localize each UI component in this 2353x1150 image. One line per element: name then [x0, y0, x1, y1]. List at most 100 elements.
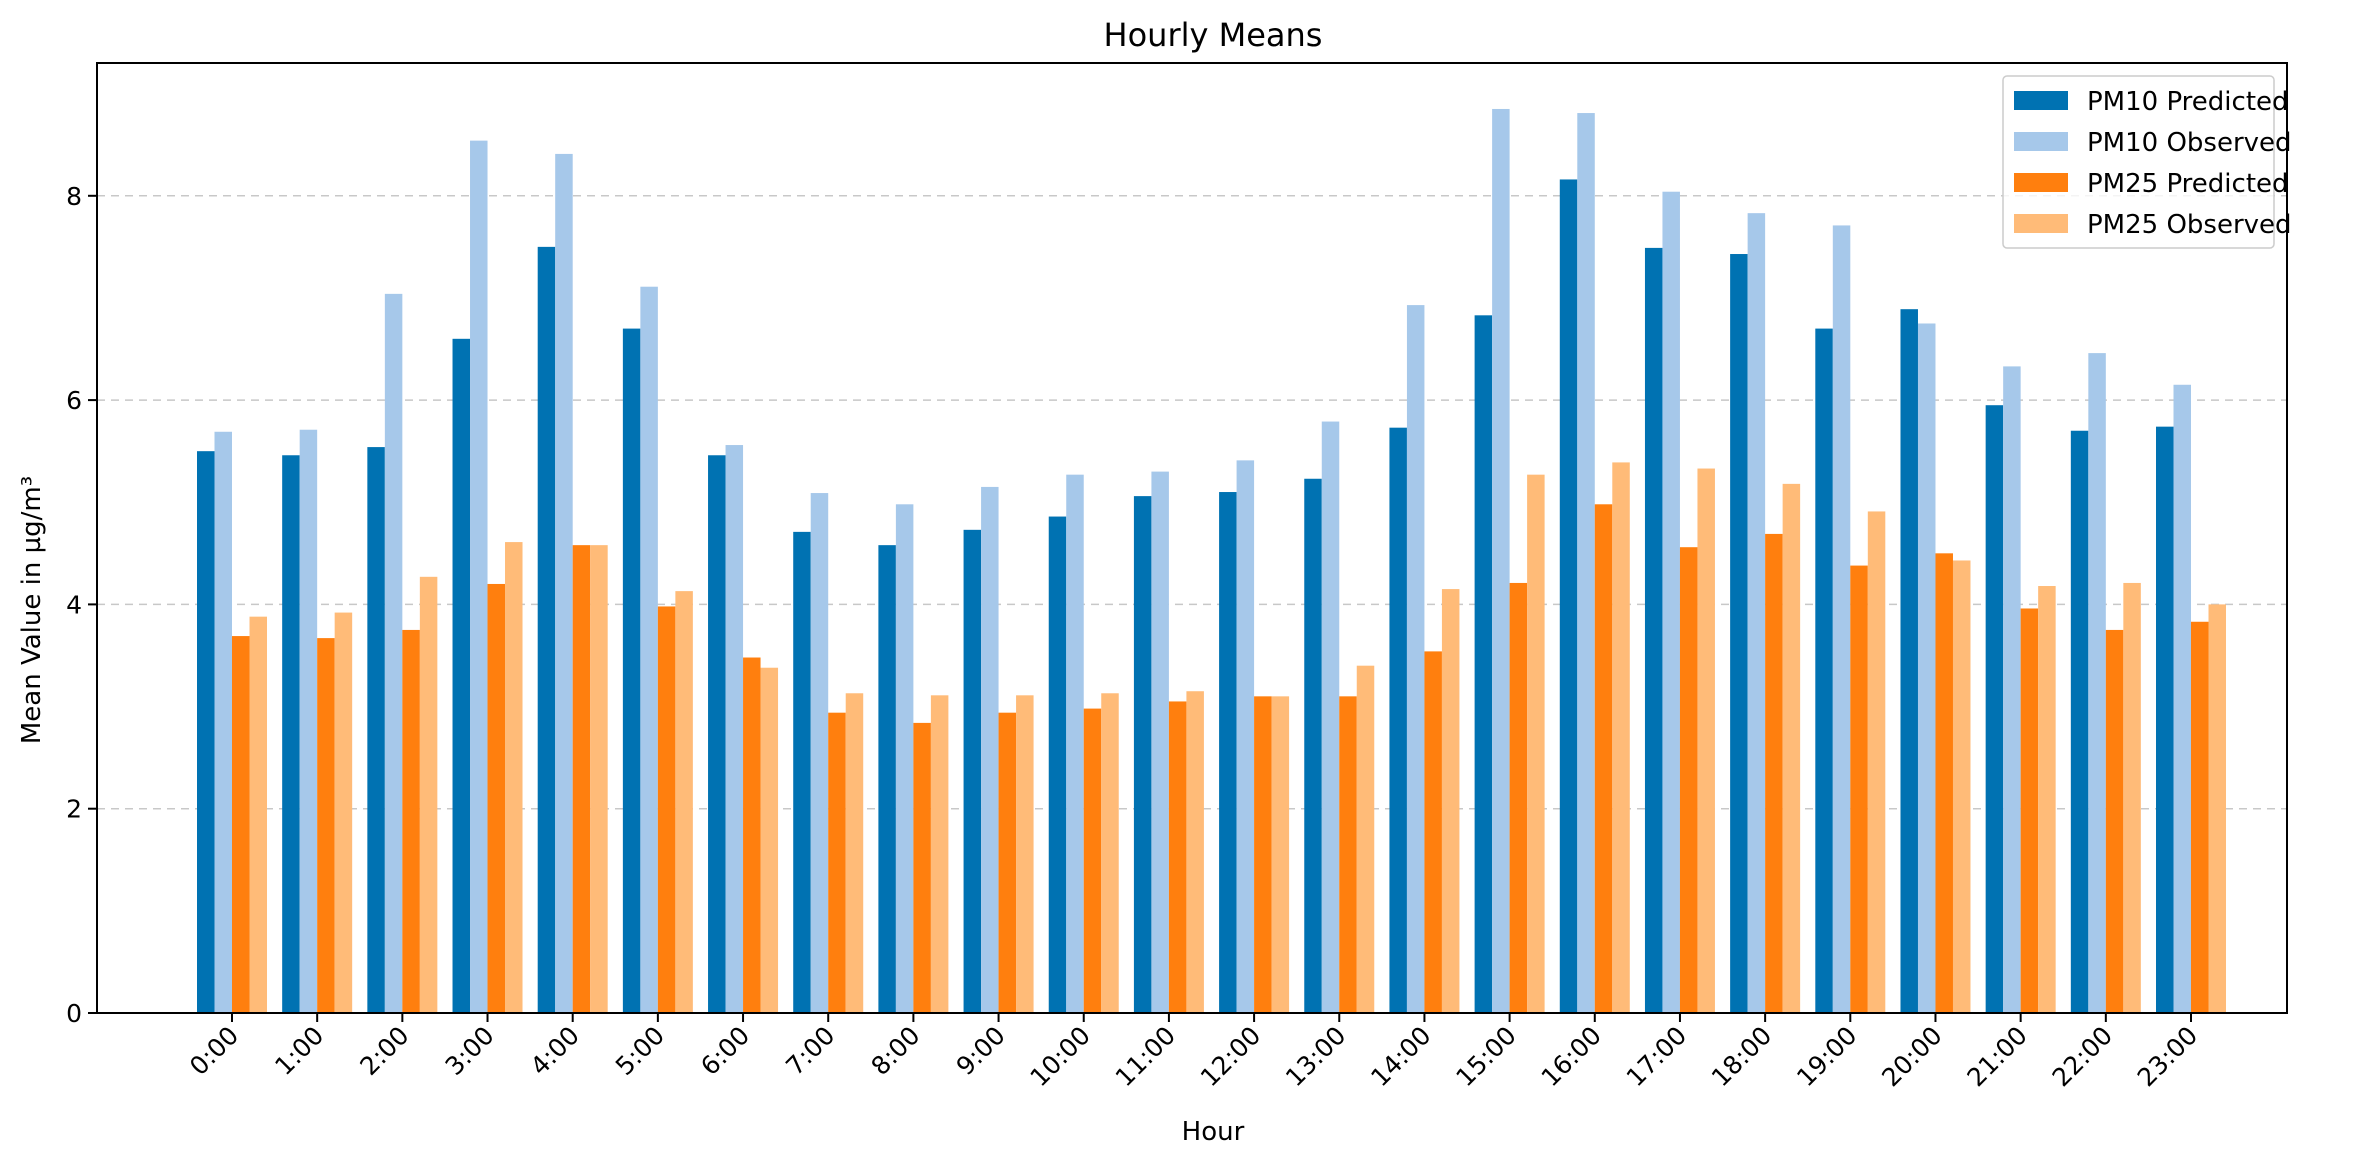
bar-pm10-predicted-4	[537, 246, 556, 1013]
bar-pm10-predicted-21	[1985, 405, 2004, 1013]
bars	[197, 108, 2226, 1014]
bar-pm25-predicted-20	[1935, 553, 1953, 1013]
bar-pm10-observed-2	[384, 293, 403, 1013]
bar-pm10-predicted-3	[452, 338, 471, 1013]
bar-pm10-predicted-11	[1133, 496, 1152, 1013]
bar-pm10-observed-16	[1577, 113, 1595, 1013]
bar-pm25-observed-22	[2123, 582, 2141, 1013]
x-tick-label: 11:00	[1110, 1021, 1181, 1092]
legend-entry-pm25-observed: PM25 Observed	[2087, 210, 2292, 240]
bar-pm10-predicted-8	[878, 545, 896, 1013]
bar-pm10-observed-12	[1236, 460, 1255, 1013]
bar-pm25-predicted-10	[1083, 708, 1102, 1013]
bar-pm10-observed-14	[1406, 305, 1425, 1013]
bar-pm10-observed-11	[1151, 471, 1169, 1013]
x-tick-label: 16:00	[1536, 1021, 1607, 1092]
bar-pm10-predicted-7	[793, 531, 811, 1013]
bar-pm25-predicted-16	[1594, 504, 1613, 1013]
bar-pm10-predicted-0	[197, 451, 215, 1013]
x-tick-label: 23:00	[2132, 1021, 2203, 1092]
bar-pm10-predicted-6	[708, 455, 726, 1013]
bar-pm10-observed-9	[981, 486, 999, 1013]
bar-pm10-observed-13	[1321, 421, 1340, 1013]
bar-pm25-observed-3	[505, 542, 523, 1013]
bar-pm10-predicted-23	[2156, 426, 2174, 1014]
bar-pm25-observed-20	[1952, 560, 1971, 1013]
bar-pm10-predicted-15	[1474, 315, 1493, 1013]
bar-pm25-observed-17	[1697, 468, 1715, 1014]
bar-pm25-observed-23	[2208, 604, 2226, 1013]
bar-pm25-predicted-22	[2105, 629, 2124, 1013]
y-tick-label: 0	[66, 999, 82, 1028]
x-tick-label: 9:00	[951, 1021, 1011, 1081]
bar-pm10-predicted-14	[1389, 427, 1407, 1013]
bar-pm25-predicted-15	[1509, 582, 1528, 1013]
bar-pm25-predicted-7	[828, 712, 846, 1013]
bar-pm25-predicted-4	[572, 545, 591, 1013]
bar-pm25-observed-21	[2038, 586, 2056, 1013]
bar-pm10-predicted-9	[963, 529, 982, 1013]
bar-pm25-predicted-11	[1168, 701, 1187, 1013]
bar-pm10-observed-15	[1492, 108, 1510, 1013]
bar-pm25-predicted-3	[487, 583, 506, 1013]
y-tick-label: 6	[66, 386, 82, 415]
bar-pm25-observed-5	[675, 591, 693, 1013]
x-tick-label: 12:00	[1195, 1021, 1266, 1092]
chart-title: Hourly Means	[1104, 16, 1323, 54]
bar-pm25-observed-6	[760, 667, 779, 1013]
bar-pm25-observed-4	[590, 545, 608, 1013]
bar-pm25-predicted-9	[998, 712, 1017, 1013]
x-tick-label: 13:00	[1280, 1021, 1351, 1092]
x-tick-label: 10:00	[1025, 1021, 1096, 1092]
bar-pm10-predicted-2	[367, 447, 385, 1013]
bar-pm25-predicted-19	[1850, 565, 1868, 1013]
x-tick-label: 5:00	[610, 1021, 670, 1081]
bar-pm25-observed-8	[930, 695, 949, 1013]
bar-pm25-predicted-1	[317, 638, 335, 1013]
bar-pm10-predicted-22	[2070, 430, 2089, 1013]
x-tick-label: 14:00	[1365, 1021, 1436, 1092]
bar-pm25-observed-16	[1612, 462, 1630, 1014]
bar-pm10-predicted-13	[1304, 478, 1322, 1013]
bar-pm25-observed-7	[845, 693, 864, 1013]
x-tick-label: 15:00	[1450, 1021, 1521, 1092]
legend-swatch-pm10-observed	[2014, 132, 2068, 151]
bar-pm25-predicted-5	[657, 606, 676, 1013]
x-tick-label: 17:00	[1621, 1021, 1692, 1092]
bar-pm25-observed-14	[1441, 589, 1460, 1013]
legend-swatch-pm25-predicted	[2014, 173, 2068, 192]
plot-frame	[96, 62, 2288, 1014]
legend-swatch-pm25-observed	[2014, 214, 2068, 233]
bar-pm25-observed-12	[1271, 696, 1290, 1013]
bar-pm25-predicted-8	[913, 722, 931, 1013]
bar-pm10-observed-1	[299, 429, 318, 1013]
bar-pm25-predicted-18	[1765, 533, 1783, 1013]
y-tick-label: 8	[66, 182, 82, 211]
bar-pm10-observed-5	[640, 286, 658, 1013]
bar-pm10-observed-17	[1662, 191, 1680, 1014]
x-axis-ticks: 0:00 1:00 2:00 3:00 4:00 5:00 6:00 7:00 8:00 9:00…	[184, 1013, 2203, 1092]
bar-pm25-predicted-12	[1254, 696, 1272, 1013]
bar-pm25-observed-10	[1101, 693, 1119, 1013]
bar-pm10-predicted-16	[1559, 179, 1578, 1014]
bar-pm10-observed-21	[2003, 366, 2021, 1013]
bar-pm10-observed-4	[555, 153, 573, 1014]
y-axis-ticks: 0 2 4 6 8	[66, 182, 97, 1028]
bar-pm10-observed-6	[725, 445, 744, 1014]
bar-pm25-predicted-13	[1339, 696, 1357, 1013]
legend-entry-pm10-observed: PM10 Observed	[2087, 128, 2292, 158]
bar-pm10-predicted-19	[1815, 328, 1833, 1013]
bar-pm10-predicted-10	[1048, 516, 1067, 1013]
x-tick-label: 18:00	[1706, 1021, 1777, 1092]
x-tick-label: 4:00	[525, 1021, 585, 1081]
legend-entry-pm10-predicted: PM10 Predicted	[2087, 87, 2289, 117]
legend-frame	[2002, 75, 2275, 249]
x-tick-label: 1:00	[269, 1021, 329, 1081]
bar-pm10-predicted-5	[622, 328, 641, 1013]
bar-pm10-observed-0	[214, 431, 232, 1013]
bar-pm10-observed-18	[1747, 213, 1766, 1014]
x-axis-label: Hour	[1182, 1117, 1245, 1147]
bar-pm10-observed-19	[1832, 225, 1851, 1013]
bar-pm10-predicted-12	[1219, 492, 1237, 1014]
